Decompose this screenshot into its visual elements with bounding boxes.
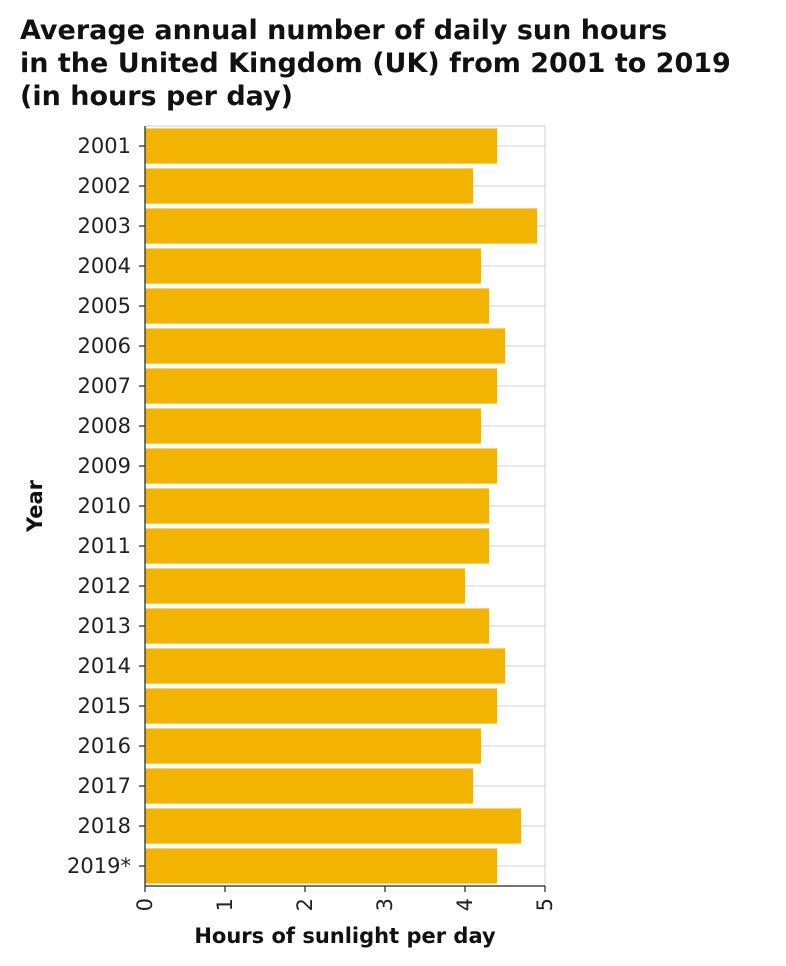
y-tick-label: 2018 [78,814,131,838]
bar-2001 [145,128,497,164]
bar-2013 [145,608,489,644]
bar-2010 [145,488,489,524]
x-tick-label: 0 [133,898,157,911]
bars [145,128,537,884]
y-tick-label: 2005 [78,294,131,318]
bar-2019 [145,848,497,884]
y-tick-label: 2016 [78,734,131,758]
x-tick-label: 1 [213,898,237,911]
x-tick-label: 5 [533,898,557,911]
y-tick-label: 2019* [67,854,131,878]
y-axis-title: Year [23,479,47,533]
bar-2004 [145,248,481,284]
bar-2002 [145,168,473,204]
y-tick-label: 2013 [78,614,131,638]
y-tick-label: 2015 [78,694,131,718]
chart-title: Average annual number of daily sun hours… [20,14,780,113]
y-tick-label: 2008 [78,414,131,438]
y-tick-label: 2002 [78,174,131,198]
bar-2005 [145,288,489,324]
y-tick-label: 2010 [78,494,131,518]
bar-2017 [145,768,473,804]
x-tick-label: 2 [293,898,317,911]
bar-2016 [145,728,481,764]
bar-2011 [145,528,489,564]
chart-title-line-2: in the United Kingdom (UK) from 2001 to … [20,48,731,79]
x-tick-label: 3 [373,898,397,911]
y-tick-label: 2012 [78,574,131,598]
bar-2003 [145,208,537,244]
y-tick-label: 2014 [78,654,131,678]
y-tick-label: 2017 [78,774,131,798]
bar-2018 [145,808,521,844]
x-tick-label: 4 [453,898,477,911]
y-tick-label: 2007 [78,374,131,398]
y-axis: 2001 2002 2003 2004 2005 2006 2007 2008 2009 2010… [67,126,146,886]
y-tick-label: 2006 [78,334,131,358]
bar-2012 [145,568,465,604]
bar-2007 [145,368,497,404]
y-tick-label: 2003 [78,214,131,238]
y-tick-label: 2011 [78,534,131,558]
y-tick-label: 2009 [78,454,131,478]
y-tick-label: 2001 [78,134,131,158]
bar-2009 [145,448,497,484]
y-tick-label: 2004 [78,254,131,278]
chart-title-line-3: (in hours per day) [20,81,294,112]
bar-2014 [145,648,505,684]
x-axis-title: Hours of sunlight per day [194,924,496,948]
bar-2008 [145,408,481,444]
bar-2015 [145,688,497,724]
chart-title-line-1: Average annual number of daily sun hours [20,15,668,46]
bar-2006 [145,328,505,364]
x-axis: 0 1 2 3 4 5 [133,885,557,911]
